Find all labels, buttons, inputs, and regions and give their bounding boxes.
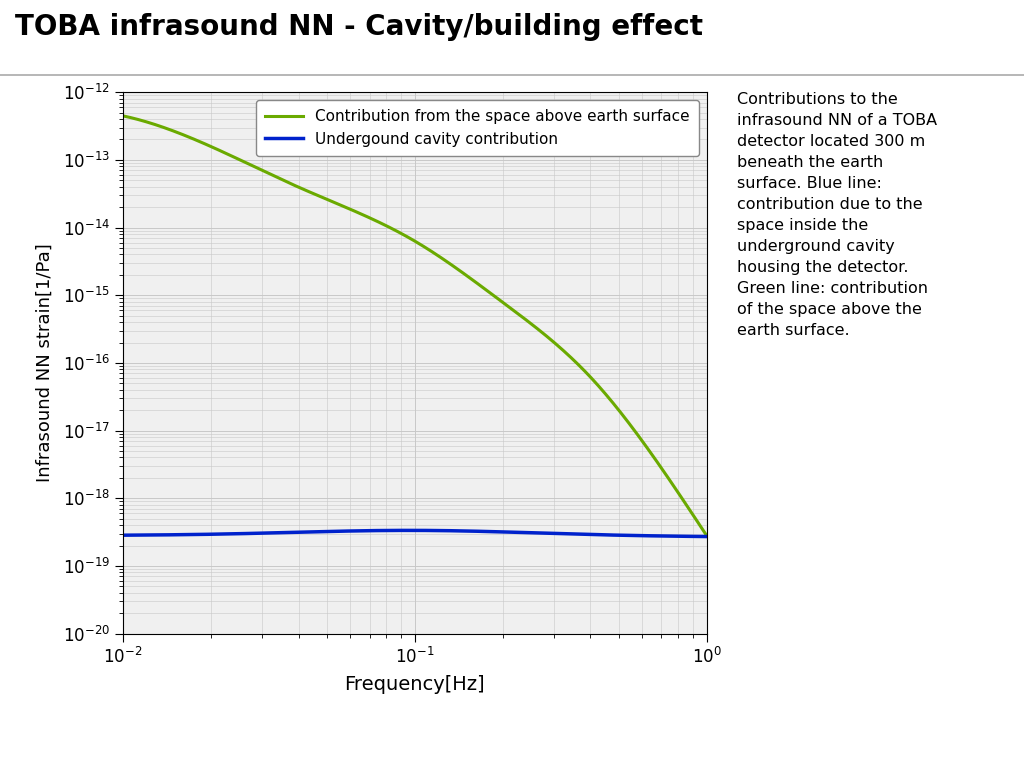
Contribution from the space above earth surface [583, 370, 595, 379]
Text: Contributions to the
infrasound NN of a TOBA
detector located 300 m
beneath the : Contributions to the infrasound NN of a … [737, 92, 937, 338]
Undergound cavity contribution [583, 530, 595, 539]
Contribution from the space above earth surface [353, 208, 366, 217]
Undergound cavity contribution [176, 530, 188, 539]
Contribution from the space above earth surface [374, 218, 386, 227]
Undergound cavity contribution [117, 531, 129, 540]
Undergound cavity contribution [572, 530, 585, 539]
Undergound cavity contribution [353, 526, 366, 535]
Legend: Contribution from the space above earth surface, Undergound cavity contribution: Contribution from the space above earth … [256, 100, 699, 156]
Line: Undergound cavity contribution: Undergound cavity contribution [123, 531, 707, 537]
Line: Contribution from the space above earth surface: Contribution from the space above earth … [123, 116, 707, 535]
Text: TOBA infrasound NN - Cavity/building effect: TOBA infrasound NN - Cavity/building eff… [15, 13, 703, 41]
Undergound cavity contribution [518, 528, 530, 537]
Contribution from the space above earth surface [176, 130, 188, 139]
Contribution from the space above earth surface [700, 531, 713, 540]
Undergound cavity contribution [700, 532, 713, 541]
Text: 13: 13 [967, 730, 993, 749]
Contribution from the space above earth surface [517, 313, 529, 323]
Undergound cavity contribution [402, 526, 415, 535]
X-axis label: Frequency[Hz]: Frequency[Hz] [344, 675, 485, 694]
Contribution from the space above earth surface [117, 111, 129, 121]
Undergound cavity contribution [374, 526, 386, 535]
Text: EGRAAL Meeting 10/01/2018: EGRAAL Meeting 10/01/2018 [331, 730, 591, 748]
Y-axis label: Infrasound NN strain[1/Pa]: Infrasound NN strain[1/Pa] [36, 243, 54, 482]
Contribution from the space above earth surface [571, 359, 584, 369]
